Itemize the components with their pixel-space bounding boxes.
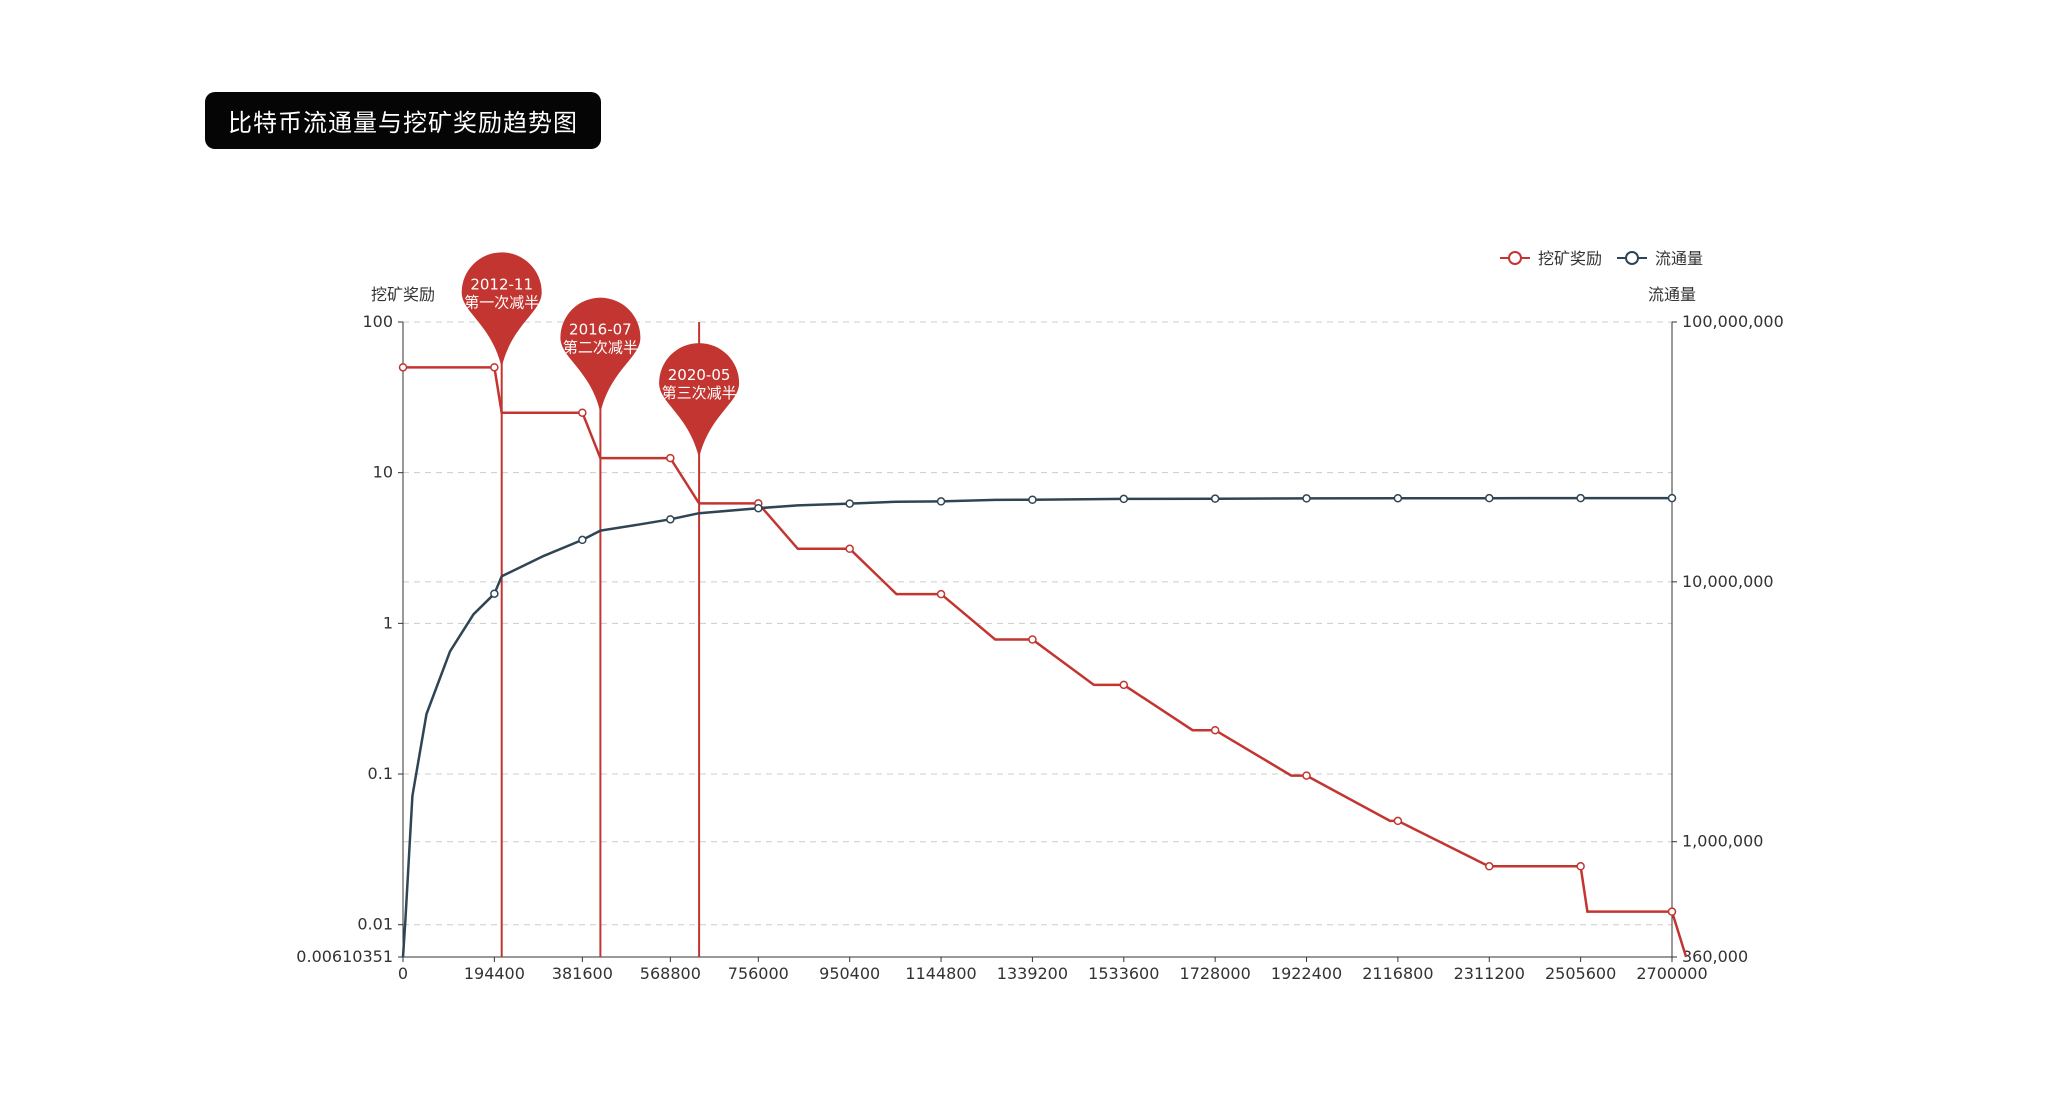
supply-point bbox=[578, 535, 587, 545]
x-tick-label: 381600 bbox=[552, 964, 613, 983]
y-right-tick-label: 10,000,000 bbox=[1682, 572, 1774, 591]
y-right-tick-label: 100,000,000 bbox=[1682, 312, 1784, 331]
reward-point bbox=[398, 363, 408, 372]
x-tick-label: 756000 bbox=[728, 964, 789, 983]
reward-line bbox=[403, 366, 1688, 958]
legend-label: 流通量 bbox=[1655, 249, 1703, 268]
supply-point bbox=[1576, 493, 1585, 503]
reward-point bbox=[1119, 680, 1129, 690]
reward-point bbox=[1576, 862, 1585, 871]
supply-point bbox=[1393, 493, 1403, 503]
reward-point bbox=[1302, 771, 1311, 780]
supply-point bbox=[754, 503, 763, 513]
supply-point bbox=[1302, 494, 1311, 503]
x-tick-label: 950400 bbox=[819, 964, 880, 983]
reward-point bbox=[845, 544, 854, 554]
reward-point bbox=[936, 589, 946, 599]
reward-point bbox=[578, 408, 587, 417]
y-right-tick-label: 360,000 bbox=[1682, 947, 1748, 966]
y-right-tick-label: 1,000,000 bbox=[1682, 832, 1763, 851]
y-left-tick-label: 100 bbox=[362, 312, 393, 331]
legend-marker-icon bbox=[1508, 251, 1522, 265]
grid-lines bbox=[403, 321, 1672, 926]
y-left-tick-label: 1 bbox=[383, 613, 393, 632]
axes: 0 194400 381600 568800 756000 950400 1144800 13… bbox=[296, 285, 1784, 983]
y-left-tick-label: 0.1 bbox=[368, 764, 393, 783]
supply-point bbox=[1210, 494, 1220, 503]
x-tick-label: 1922400 bbox=[1271, 964, 1342, 983]
supply-point bbox=[1667, 493, 1677, 503]
y-left-tick-label: 0.00610351 bbox=[296, 947, 393, 966]
x-tick-label: 1728000 bbox=[1180, 964, 1251, 983]
series bbox=[398, 363, 1688, 958]
pin-shape bbox=[659, 343, 740, 459]
pin-shape bbox=[560, 297, 641, 413]
supply-line bbox=[401, 496, 1672, 958]
reward-point bbox=[1028, 635, 1037, 644]
supply-point bbox=[490, 589, 499, 598]
x-tick-label: 1339200 bbox=[997, 964, 1068, 983]
y-left-tick-label: 10 bbox=[373, 463, 393, 482]
pin-date: 2016-07 bbox=[569, 321, 632, 339]
x-tick-label: 568800 bbox=[640, 964, 701, 983]
reward-point bbox=[1485, 862, 1494, 871]
x-tick-label: 2700000 bbox=[1636, 964, 1707, 983]
x-tick-label: 2116800 bbox=[1362, 964, 1433, 983]
supply-point bbox=[845, 499, 854, 508]
pin-label: 第二次减半 bbox=[563, 339, 638, 357]
reward-point bbox=[666, 453, 675, 463]
halving-mark-lines bbox=[500, 322, 701, 957]
pin-date: 2012-11 bbox=[470, 275, 533, 293]
supply-point bbox=[666, 515, 675, 524]
reward-point bbox=[1393, 816, 1403, 826]
legend-item: 挖矿奖励 bbox=[1500, 249, 1602, 268]
supply-point bbox=[936, 497, 946, 506]
x-tick-label: 2311200 bbox=[1454, 964, 1525, 983]
pin-shape bbox=[461, 252, 542, 368]
pin-date: 2020-05 bbox=[668, 366, 731, 384]
legend-label: 挖矿奖励 bbox=[1538, 249, 1602, 268]
legend-item: 流通量 bbox=[1617, 249, 1703, 268]
y-right-axis-name: 流通量 bbox=[1648, 285, 1696, 304]
x-tick-label: 1533600 bbox=[1088, 964, 1159, 983]
x-tick-label: 194400 bbox=[464, 964, 525, 983]
reward-point bbox=[490, 363, 499, 372]
reward-point bbox=[1210, 725, 1220, 735]
reward-point bbox=[1667, 907, 1677, 916]
x-tick-label: 1144800 bbox=[905, 964, 976, 983]
chart-title: 比特币流通量与挖矿奖励趋势图 bbox=[205, 92, 601, 149]
x-tick-label: 0 bbox=[398, 964, 408, 983]
legend: 挖矿奖励 流通量 bbox=[1500, 249, 1703, 268]
pin-label: 第三次减半 bbox=[662, 384, 737, 402]
supply-point bbox=[1485, 493, 1494, 503]
y-left-axis-name: 挖矿奖励 bbox=[371, 285, 435, 304]
supply-point bbox=[1028, 495, 1037, 504]
pin-label: 第一次减半 bbox=[464, 293, 539, 311]
x-tick-label: 2505600 bbox=[1545, 964, 1616, 983]
legend-marker-icon bbox=[1625, 251, 1639, 265]
y-left-tick-label: 0.01 bbox=[357, 915, 393, 934]
supply-point bbox=[1119, 494, 1129, 504]
